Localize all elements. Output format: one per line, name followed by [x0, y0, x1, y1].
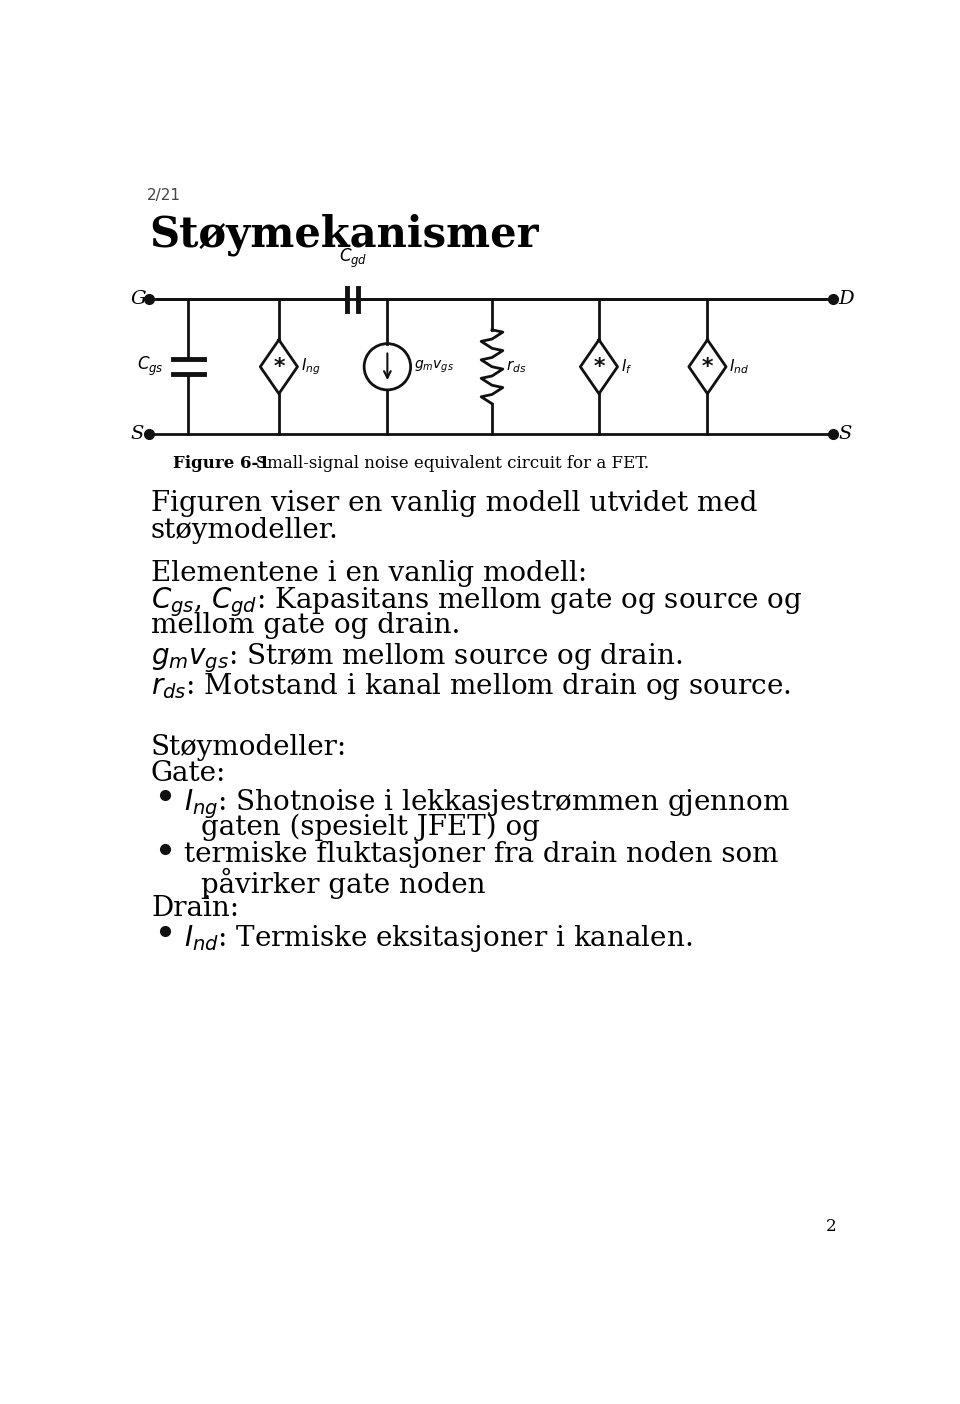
Text: $C_{gs}$, $C_{gd}$: Kapasitans mellom gate og source og: $C_{gs}$, $C_{gd}$: Kapasitans mellom ga… — [151, 585, 803, 619]
Text: termiske fluktasjoner fra drain noden som: termiske fluktasjoner fra drain noden so… — [183, 841, 778, 869]
Text: $I_{nd}$: Termiske eksitasjoner i kanalen.: $I_{nd}$: Termiske eksitasjoner i kanale… — [183, 922, 692, 955]
Text: $C_{gs}$: $C_{gs}$ — [136, 355, 163, 378]
Text: Gate:: Gate: — [151, 760, 227, 786]
Text: mellom gate og drain.: mellom gate og drain. — [151, 612, 461, 639]
Text: *: * — [592, 357, 606, 376]
Text: G: G — [131, 291, 147, 309]
Text: $I_{nd}$: $I_{nd}$ — [730, 357, 749, 376]
Text: $I_{f}$: $I_{f}$ — [621, 357, 633, 376]
Text: $r_{ds}$: $r_{ds}$ — [506, 358, 526, 375]
Text: *: * — [701, 357, 714, 376]
Text: $g_mv_{gs}$: $g_mv_{gs}$ — [414, 358, 454, 375]
Text: 2: 2 — [827, 1217, 837, 1236]
Text: Figuren viser en vanlig modell utvidet med: Figuren viser en vanlig modell utvidet m… — [151, 490, 757, 517]
Text: $r_{ds}$: Motstand i kanal mellom drain og source.: $r_{ds}$: Motstand i kanal mellom drain … — [151, 671, 791, 702]
Text: S: S — [838, 425, 852, 444]
Text: Støymekanismer: Støymekanismer — [150, 213, 540, 256]
Text: Støymodeller:: Støymodeller: — [151, 734, 348, 761]
Text: gaten (spesielt JFET) og: gaten (spesielt JFET) og — [201, 814, 540, 841]
Text: støymodeller.: støymodeller. — [151, 517, 339, 543]
Text: Drain:: Drain: — [151, 896, 239, 922]
Text: påvirker gate noden: påvirker gate noden — [201, 868, 485, 899]
Text: $g_mv_{gs}$: Strøm mellom source og drain.: $g_mv_{gs}$: Strøm mellom source og drai… — [151, 642, 683, 675]
Text: *: * — [273, 357, 285, 376]
Text: Small-signal noise equivalent circuit for a FET.: Small-signal noise equivalent circuit fo… — [240, 455, 649, 472]
Text: S: S — [131, 425, 144, 444]
Text: $I_{ng}$: $I_{ng}$ — [300, 357, 321, 376]
Text: Elementene i en vanlig modell:: Elementene i en vanlig modell: — [151, 560, 588, 587]
Text: $C_{gd}$: $C_{gd}$ — [339, 247, 367, 270]
Text: D: D — [838, 291, 854, 309]
Text: $I_{ng}$: Shotnoise i lekkasjestrømmen gjennom: $I_{ng}$: Shotnoise i lekkasjestrømmen g… — [183, 788, 789, 821]
Text: Figure 6-1: Figure 6-1 — [173, 455, 270, 472]
Text: 2/21: 2/21 — [147, 188, 181, 202]
